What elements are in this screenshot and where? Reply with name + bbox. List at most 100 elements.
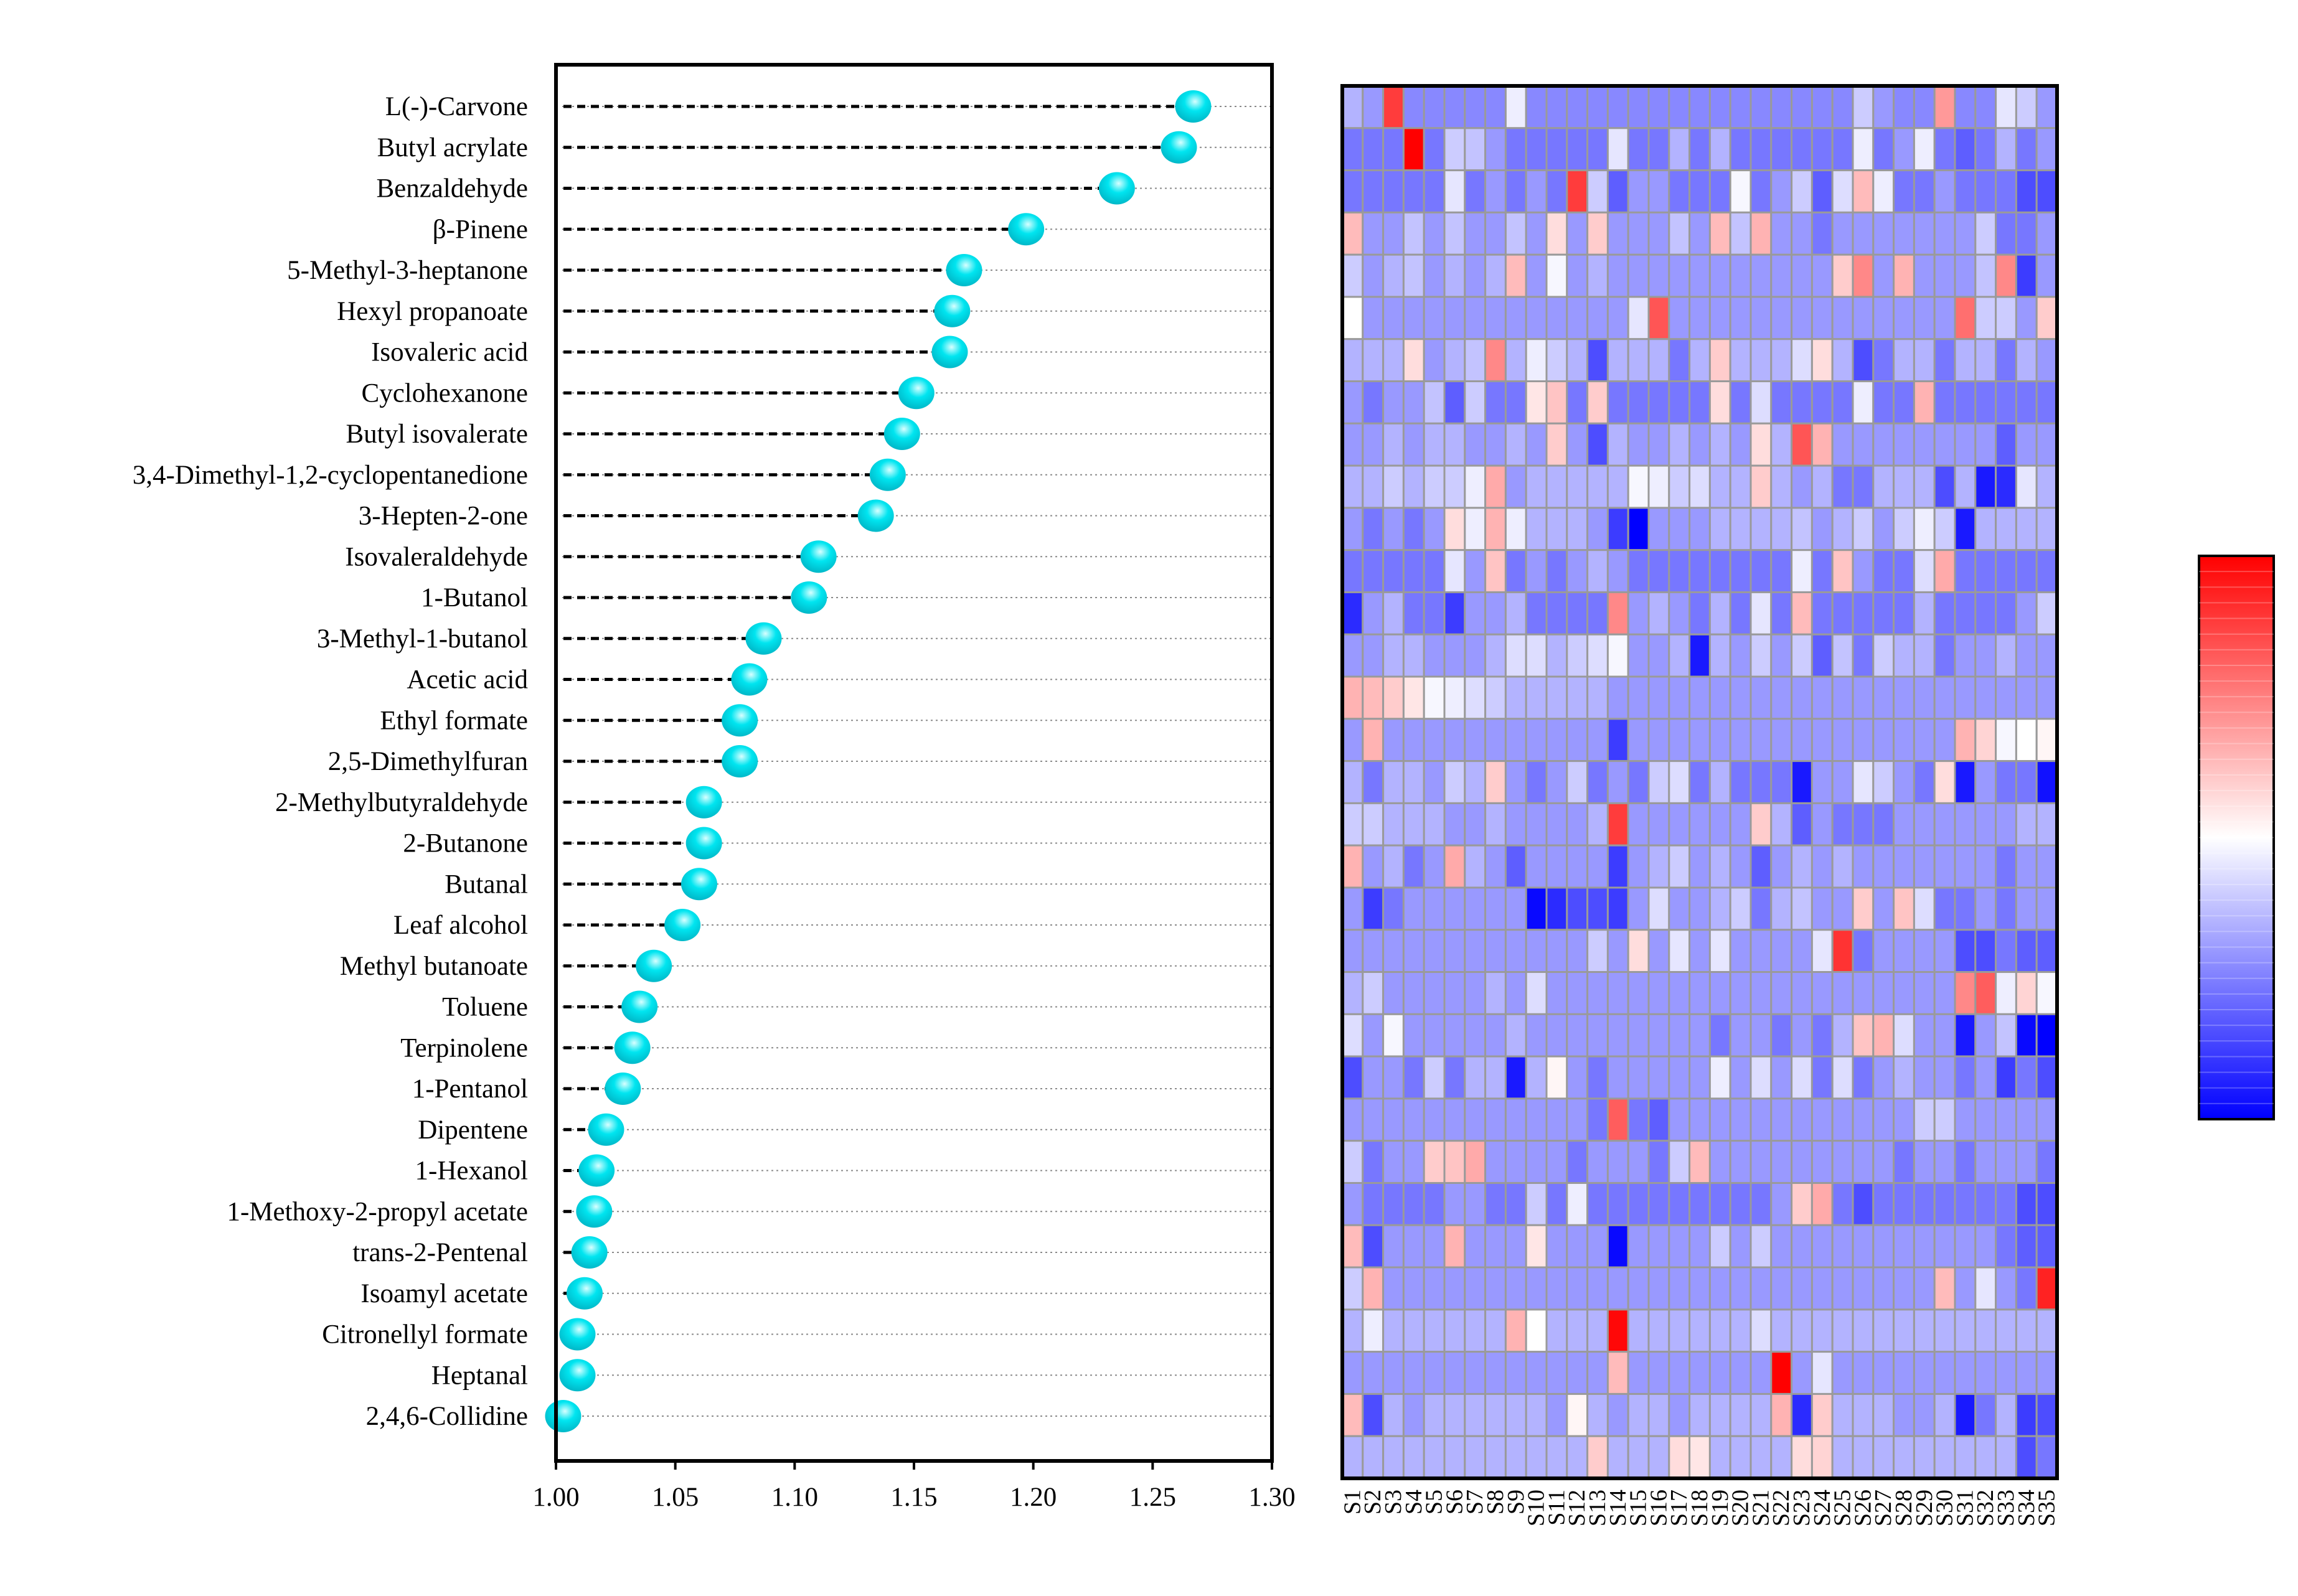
column-label: S19 — [1707, 1490, 1733, 1526]
heatmap-cell — [1341, 1097, 1364, 1142]
heatmap-cell — [1484, 1013, 1507, 1058]
heatmap-cell — [2015, 169, 2038, 214]
heatmap-cell — [1402, 380, 1425, 425]
heatmap-cell — [1708, 929, 1731, 974]
category-label: 3-Hepten-2-one — [359, 502, 528, 531]
heatmap-cell — [1872, 507, 1895, 552]
color-scale-bar — [2198, 555, 2275, 1120]
heatmap-cell — [1688, 1013, 1711, 1058]
heatmap-cell — [1566, 971, 1589, 1015]
heatmap-cell — [1566, 549, 1589, 593]
heatmap-cell — [1586, 1308, 1609, 1353]
heatmap-cell — [2035, 591, 2058, 636]
heatmap-cell — [1443, 971, 1466, 1015]
data-point — [722, 704, 758, 737]
heatmap-cell — [1688, 127, 1711, 172]
heatmap-cell — [1831, 844, 1854, 889]
heatmap-cell — [1933, 1013, 1956, 1058]
heatmap-cell — [1423, 633, 1446, 678]
heatmap-cell — [1933, 1224, 1956, 1269]
heatmap-cell — [1974, 1055, 1997, 1100]
heatmap-cell — [1995, 507, 2017, 552]
heatmap-cell — [1852, 380, 1875, 425]
heatmap-cell — [1545, 338, 1568, 383]
heatmap-cell — [1484, 211, 1507, 256]
heatmap-cell — [1668, 802, 1691, 847]
heatmap-cell — [1852, 422, 1875, 467]
heatmap-cell — [1995, 464, 2017, 509]
heatmap-cell — [1872, 1013, 1895, 1058]
heatmap-cell — [1586, 1013, 1609, 1058]
heatmap-cell — [1872, 169, 1895, 214]
heatmap-cell — [1504, 1435, 1527, 1480]
heatmap-cell — [1484, 296, 1507, 340]
heatmap-cell — [1423, 1140, 1446, 1184]
heatmap-cell — [1586, 1181, 1609, 1226]
heatmap-cell — [1729, 844, 1752, 889]
heatmap-cell — [1464, 338, 1487, 383]
heatmap-cell — [1464, 1055, 1487, 1100]
heatmap-cell — [1484, 127, 1507, 172]
data-point — [681, 868, 717, 901]
heatmap-cell — [1893, 422, 1915, 467]
heatmap-cell — [1423, 296, 1446, 340]
heatmap-cell — [1831, 169, 1854, 214]
heatmap-cell — [1852, 591, 1875, 636]
heatmap-cell — [1913, 338, 1936, 383]
heatmap-cell — [1893, 1097, 1915, 1142]
heatmap-cell — [1402, 929, 1425, 974]
heatmap-cell — [1791, 1055, 1813, 1100]
heatmap-cell — [2015, 296, 2038, 340]
data-point — [559, 1318, 596, 1351]
heatmap-cell — [1341, 464, 1364, 509]
heatmap-cell — [1362, 1181, 1385, 1226]
heatmap-cell — [1749, 1266, 1773, 1311]
heatmap-cell — [2015, 422, 2038, 467]
heatmap-cell — [1770, 211, 1793, 256]
heatmap-cell — [2015, 1013, 2038, 1058]
heatmap-cell — [1974, 1224, 1997, 1269]
heatmap-cell — [1893, 1392, 1915, 1437]
heatmap-cell — [1811, 844, 1834, 889]
heatmap-cell — [1545, 1140, 1568, 1184]
heatmap-cell — [1893, 1224, 1915, 1269]
heatmap-cell — [1974, 1181, 1997, 1226]
heatmap-cell — [1872, 296, 1895, 340]
heatmap-cell — [1913, 1435, 1936, 1480]
heatmap-cell — [1729, 971, 1752, 1015]
heatmap-cell — [1647, 1266, 1670, 1311]
heatmap-cell — [1504, 718, 1527, 763]
heatmap-cell — [1852, 1266, 1875, 1311]
heatmap-cell — [1606, 1308, 1629, 1353]
heatmap-cell — [1525, 802, 1548, 847]
heatmap-cell — [1647, 675, 1670, 720]
heatmap-cell — [1729, 549, 1752, 593]
heatmap-cell — [1423, 844, 1446, 889]
x-tick-label: 1.15 — [890, 1483, 937, 1512]
heatmap-cell — [1525, 633, 1548, 678]
heatmap-cell — [1504, 971, 1527, 1015]
heatmap-cell — [1995, 549, 2017, 593]
heatmap-cell — [1729, 507, 1752, 552]
heatmap-cell — [1749, 1055, 1773, 1100]
heatmap-cell — [1729, 675, 1752, 720]
heatmap-cell — [1668, 971, 1691, 1015]
heatmap-cell — [1341, 211, 1364, 256]
heatmap-cell — [1464, 422, 1487, 467]
heatmap-cell — [1770, 1224, 1793, 1269]
heatmap-cell — [1893, 85, 1915, 129]
heatmap-cell — [1852, 760, 1875, 804]
heatmap-cell — [1995, 169, 2017, 214]
heatmap-cell — [1770, 127, 1793, 172]
heatmap-cell — [1852, 1140, 1875, 1184]
heatmap-cell — [1933, 1055, 1956, 1100]
heatmap-cell — [1566, 1055, 1589, 1100]
heatmap-cell — [1606, 1181, 1629, 1226]
heatmap-cell — [1362, 338, 1385, 383]
heatmap-cell — [1974, 1351, 1997, 1395]
heatmap-cell — [1708, 1435, 1731, 1480]
heatmap-cell — [1668, 422, 1691, 467]
heatmap-cell — [1382, 718, 1405, 763]
heatmap-cell — [1382, 464, 1405, 509]
heatmap-cell — [2015, 1351, 2038, 1395]
